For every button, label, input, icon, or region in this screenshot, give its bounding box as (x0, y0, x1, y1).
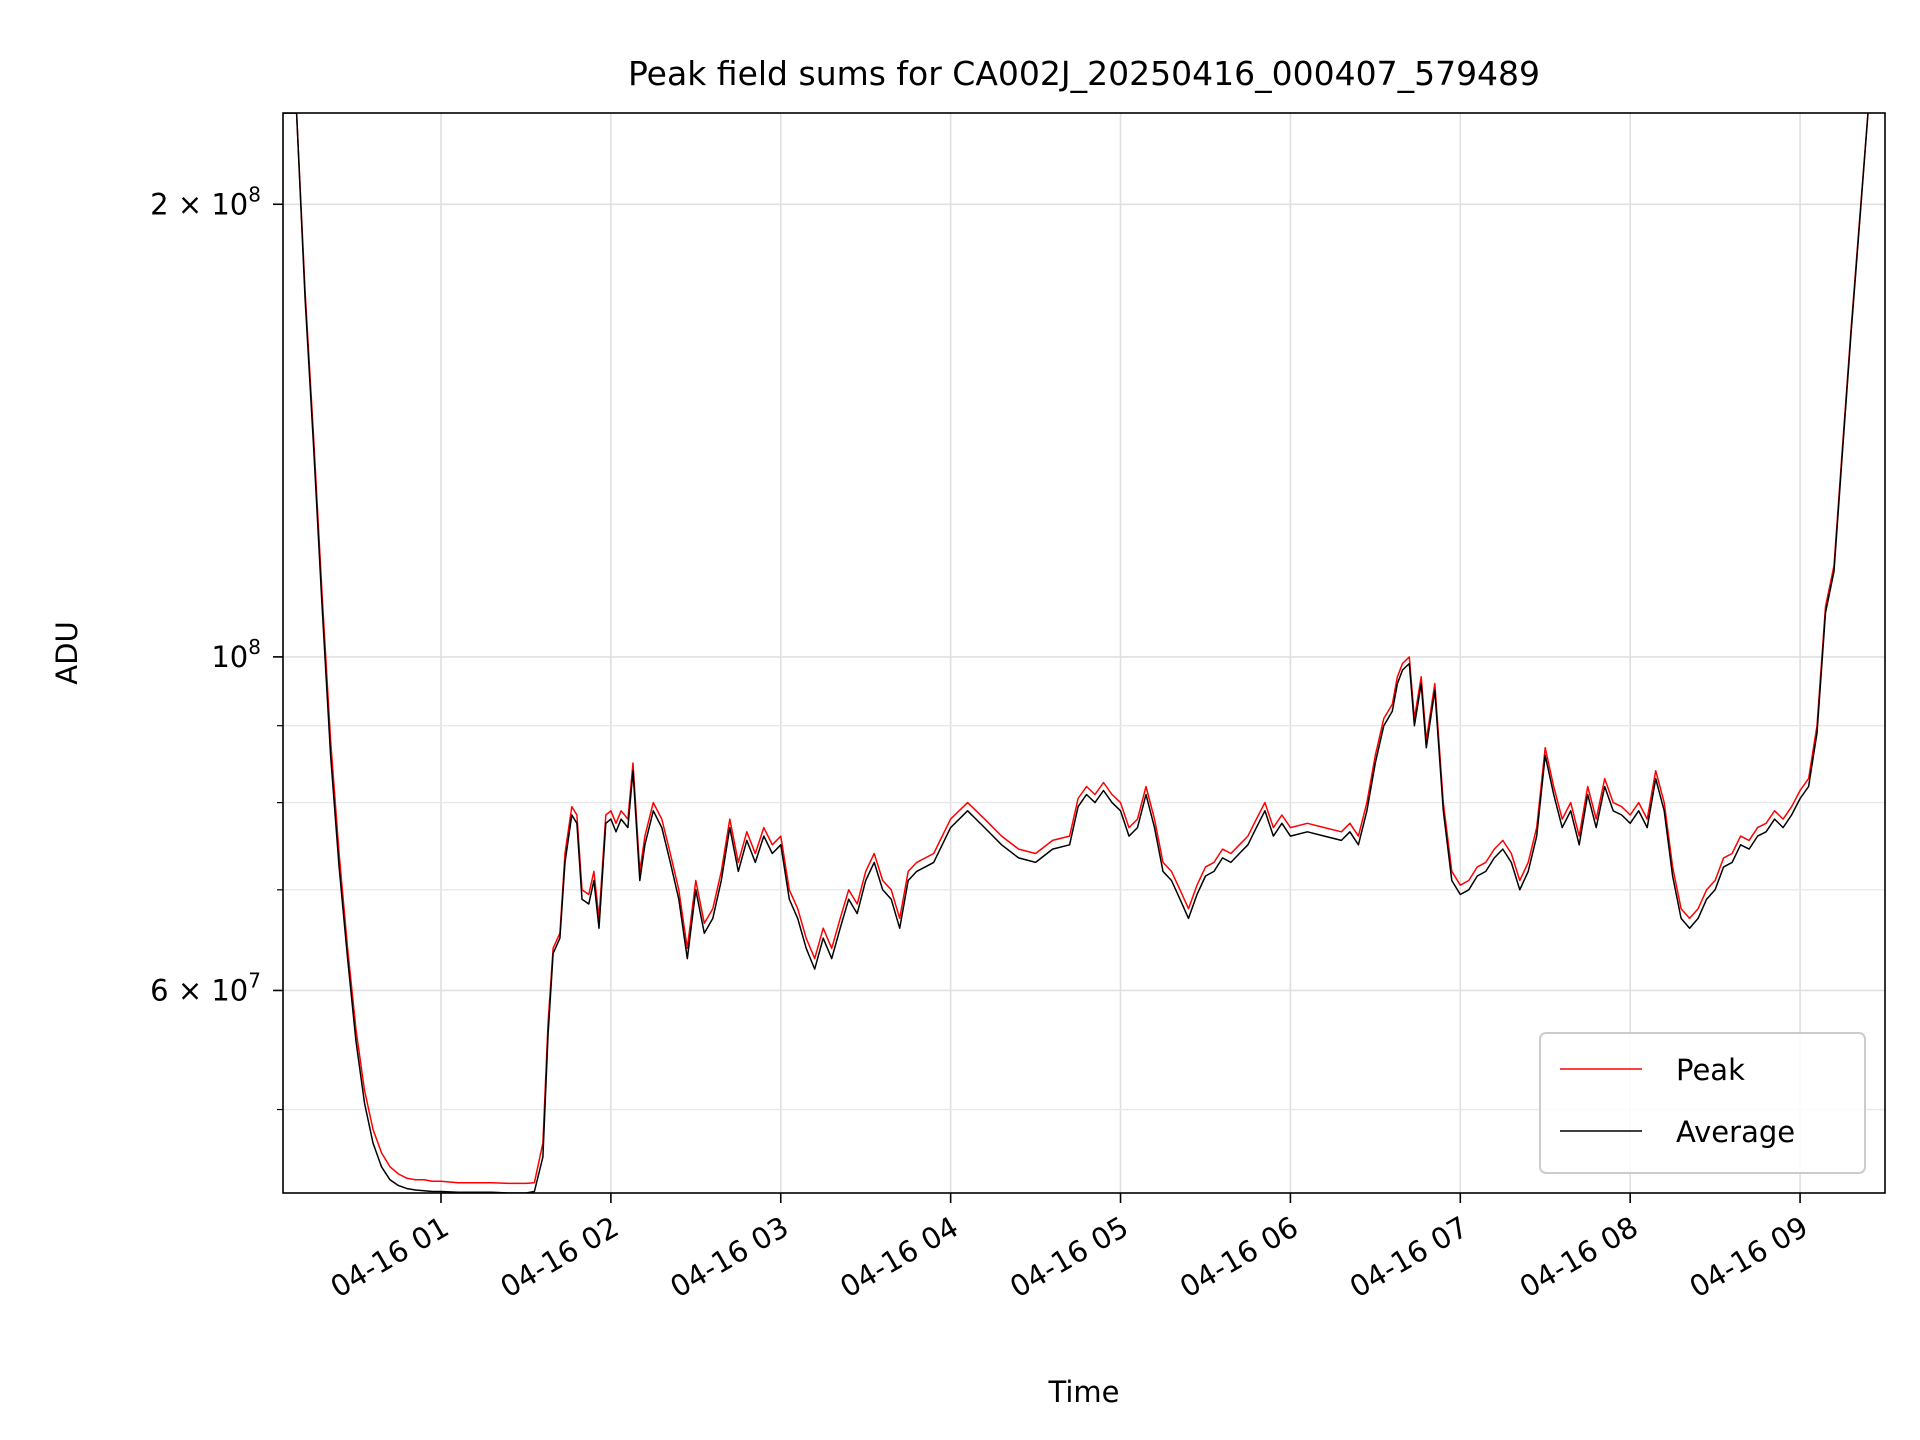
series-line-average (283, 113, 1869, 1193)
legend-box (1539, 1032, 1866, 1174)
series-line-peak (283, 113, 1869, 1185)
y-tick-label: 2 × 108 (150, 182, 261, 221)
legend-peak-label: Peak (1676, 1053, 1745, 1087)
legend: Peak Average (1539, 1032, 1866, 1174)
y-tick-label-base: 6 × 10 (150, 973, 248, 1007)
plot-frame (282, 112, 1886, 1194)
y-tick-label-exponent: 7 (248, 968, 261, 992)
x-axis-label: Time (1048, 1375, 1120, 1409)
y-tick-label-exponent: 8 (248, 635, 261, 659)
y-tick-label: 6 × 107 (150, 968, 261, 1007)
y-tick-label-base: 10 (211, 640, 248, 674)
y-tick-label: 108 (211, 635, 261, 674)
y-tick-label-base: 2 × 10 (150, 187, 248, 221)
series-layer (283, 113, 1869, 1193)
y-axis-label: ADU (50, 621, 84, 684)
grid (283, 113, 1885, 1193)
chart-title: Peak field sums for CA002J_20250416_0004… (628, 54, 1540, 93)
y-tick-label-exponent: 8 (248, 182, 261, 206)
legend-average-label: Average (1676, 1115, 1795, 1149)
